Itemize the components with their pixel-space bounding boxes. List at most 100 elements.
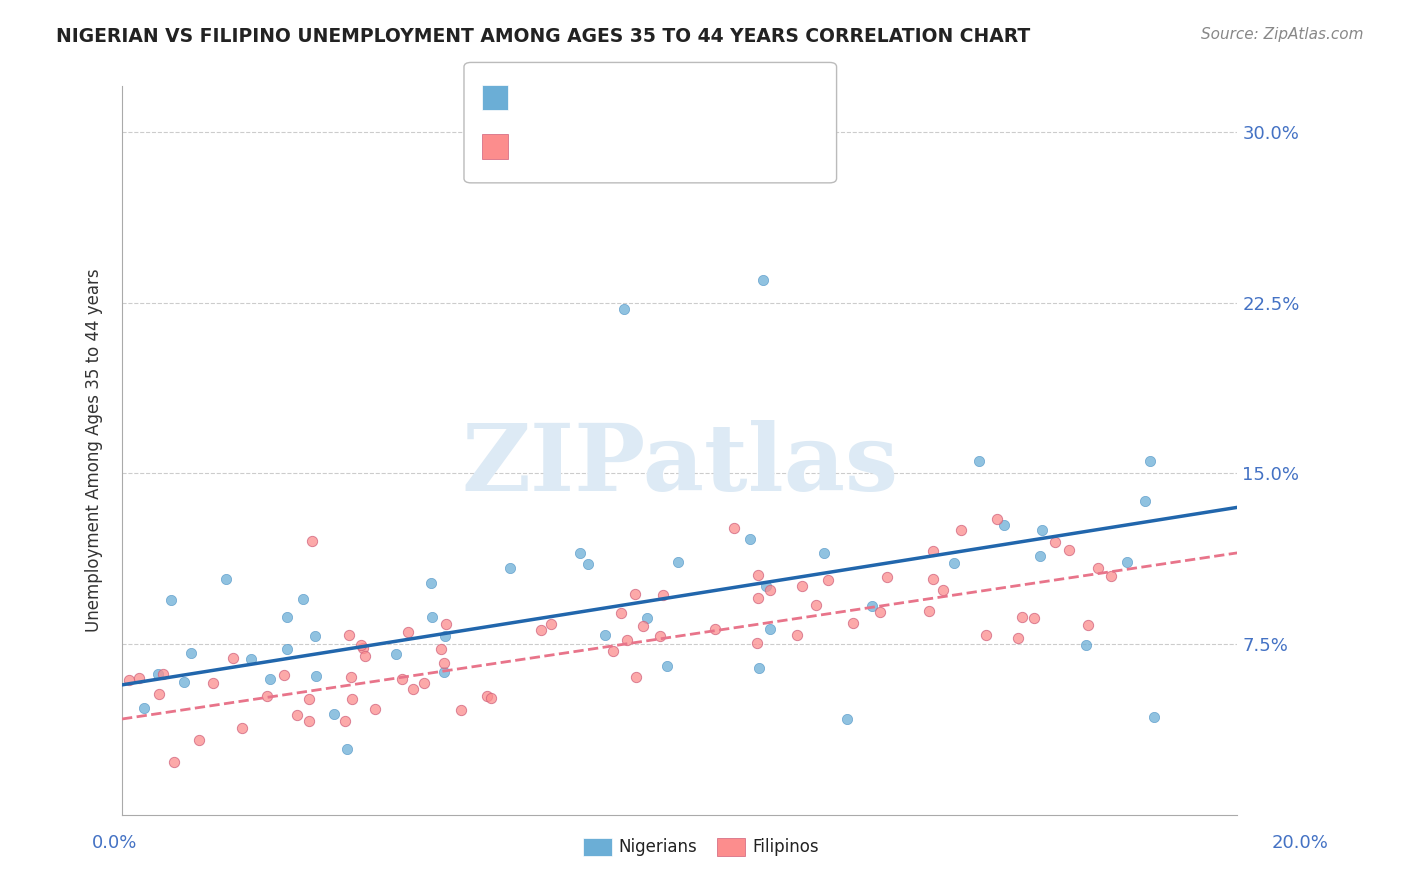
Text: 0.0%: 0.0% — [91, 834, 136, 852]
Point — [1031, 523, 1053, 537]
Point — [148, 687, 170, 701]
Point — [214, 573, 236, 587]
Point — [349, 639, 371, 653]
Point — [419, 575, 441, 590]
Point — [624, 670, 647, 684]
Point — [305, 669, 328, 683]
Point — [273, 667, 295, 681]
Point — [1087, 561, 1109, 575]
Point — [745, 636, 768, 650]
Point — [943, 556, 966, 570]
Point — [1074, 638, 1097, 652]
Point — [817, 573, 839, 587]
Point — [340, 670, 363, 684]
Point — [256, 689, 278, 703]
Point — [974, 627, 997, 641]
Point — [340, 692, 363, 706]
Point — [786, 628, 808, 642]
Text: ZIPatlas: ZIPatlas — [461, 420, 898, 510]
Point — [1045, 535, 1067, 549]
Point — [530, 623, 553, 637]
Point — [922, 572, 945, 586]
Point — [221, 651, 243, 665]
Point — [623, 587, 645, 601]
Point — [322, 707, 344, 722]
Point — [132, 700, 155, 714]
Point — [396, 625, 419, 640]
Point — [436, 617, 458, 632]
Text: Nigerians: Nigerians — [619, 838, 697, 856]
Point — [655, 659, 678, 673]
Point — [918, 604, 941, 618]
Point — [188, 732, 211, 747]
Point — [402, 681, 425, 696]
Point — [758, 582, 780, 597]
Point — [1099, 569, 1122, 583]
Point — [173, 674, 195, 689]
Point — [240, 652, 263, 666]
Point — [755, 580, 778, 594]
Point — [949, 523, 972, 537]
Point — [1143, 709, 1166, 723]
Point — [148, 666, 170, 681]
Point — [433, 628, 456, 642]
Point — [430, 642, 453, 657]
Point — [636, 611, 658, 625]
Point — [616, 633, 638, 648]
Point — [433, 665, 456, 679]
Point — [1011, 609, 1033, 624]
Point — [1022, 611, 1045, 625]
Point — [301, 534, 323, 549]
Point — [128, 671, 150, 685]
Point — [420, 609, 443, 624]
Point — [285, 707, 308, 722]
Text: Source: ZipAtlas.com: Source: ZipAtlas.com — [1201, 27, 1364, 42]
Point — [842, 615, 865, 630]
Point — [118, 673, 141, 687]
Point — [860, 599, 883, 614]
Point — [648, 628, 671, 642]
Point — [333, 714, 356, 728]
Point — [921, 544, 943, 558]
Point — [652, 588, 675, 602]
Point — [336, 742, 359, 756]
Point — [1057, 543, 1080, 558]
Point — [413, 675, 436, 690]
Point — [298, 714, 321, 728]
Text: Filipinos: Filipinos — [752, 838, 818, 856]
Point — [339, 628, 361, 642]
Point — [993, 517, 1015, 532]
Point — [1077, 618, 1099, 632]
Point — [748, 660, 770, 674]
Point — [163, 756, 186, 770]
Point — [364, 702, 387, 716]
Point — [752, 273, 775, 287]
Point — [804, 598, 827, 612]
Point — [723, 521, 745, 535]
Point — [304, 629, 326, 643]
Point — [738, 532, 761, 546]
Point — [876, 570, 898, 584]
Text: R = 0.245: R = 0.245 — [517, 87, 616, 105]
Point — [631, 619, 654, 633]
Point — [475, 690, 498, 704]
Point — [180, 646, 202, 660]
Text: N = 46: N = 46 — [689, 87, 756, 105]
Point — [1135, 494, 1157, 508]
Point — [231, 722, 253, 736]
Point — [613, 302, 636, 317]
Point — [666, 555, 689, 569]
Point — [385, 647, 408, 661]
Text: NIGERIAN VS FILIPINO UNEMPLOYMENT AMONG AGES 35 TO 44 YEARS CORRELATION CHART: NIGERIAN VS FILIPINO UNEMPLOYMENT AMONG … — [56, 27, 1031, 45]
Point — [152, 667, 174, 681]
Point — [160, 592, 183, 607]
Text: 20.0%: 20.0% — [1272, 834, 1329, 852]
Point — [602, 644, 624, 658]
Point — [610, 606, 633, 620]
Point — [499, 560, 522, 574]
Point — [835, 712, 858, 726]
Point — [967, 454, 990, 468]
Point — [276, 641, 298, 656]
Point — [1007, 631, 1029, 645]
Point — [291, 592, 314, 607]
